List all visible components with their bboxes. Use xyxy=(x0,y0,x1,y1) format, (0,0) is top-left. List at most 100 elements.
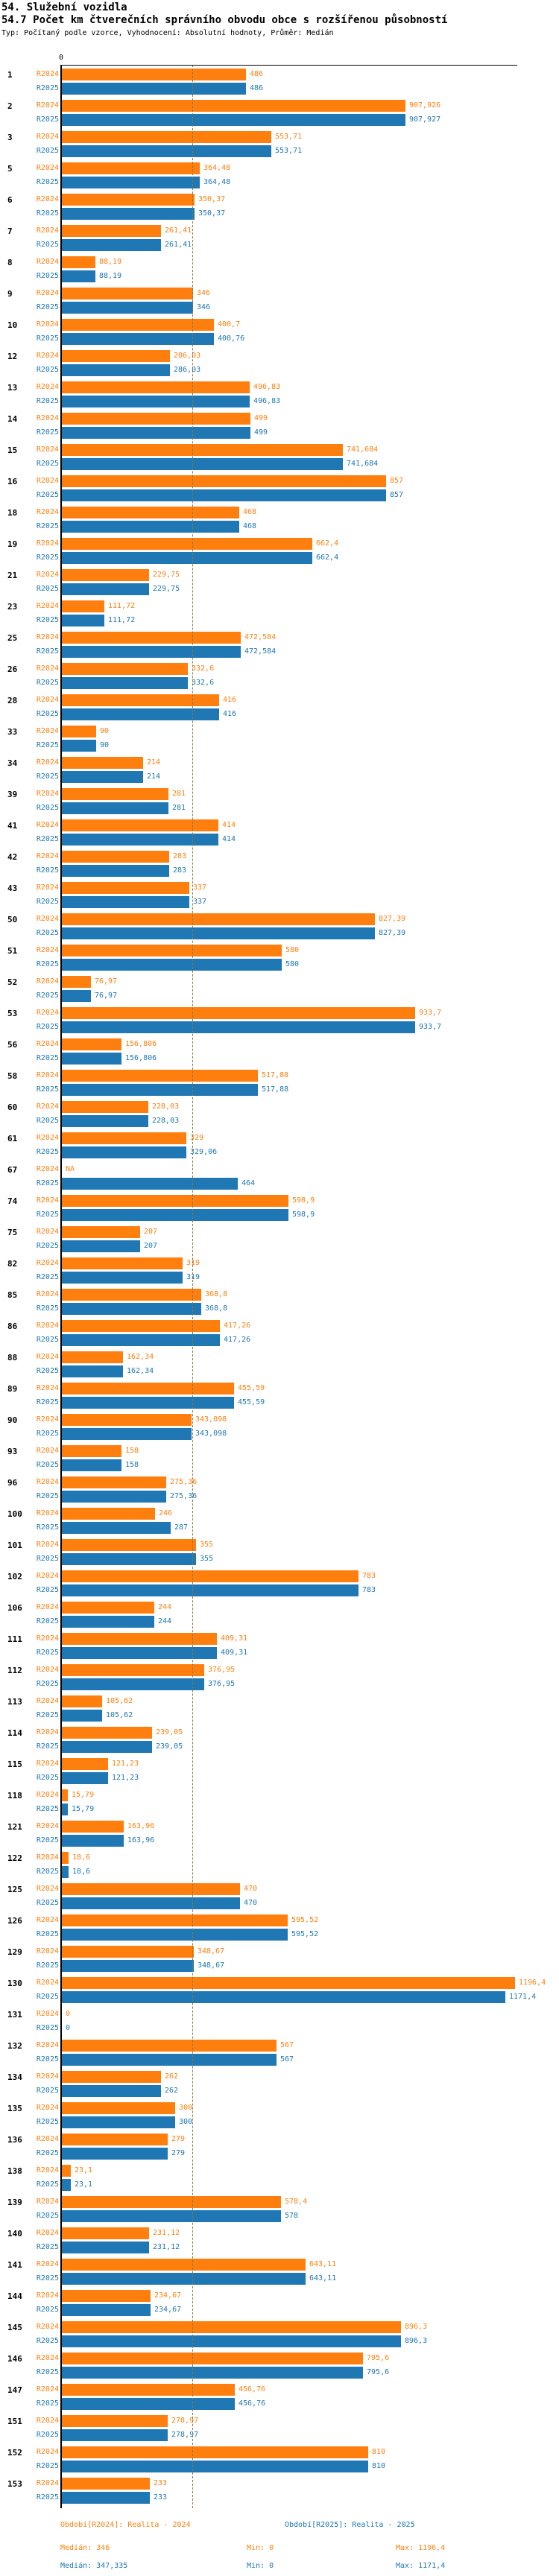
bar-group-132: 132 R2024 567 R2025 567 xyxy=(0,2040,559,2066)
bar-r2025 xyxy=(62,1146,186,1158)
series-label-r2024: R2024 xyxy=(36,2166,59,2174)
value-label-r2024: 111,72 xyxy=(108,602,136,610)
value-label-r2025: 88,19 xyxy=(99,272,122,280)
bar-r2024 xyxy=(62,1101,148,1113)
bar-r2025 xyxy=(62,1459,121,1471)
series-label-r2025: R2025 xyxy=(36,960,59,968)
bar-r2024 xyxy=(62,1351,123,1363)
bar-r2025 xyxy=(62,1991,505,2003)
value-label-r2024: 857 xyxy=(390,477,404,485)
bar-r2024 xyxy=(62,976,91,988)
value-label-r2024: 409,31 xyxy=(221,1634,248,1643)
value-label-r2024: 283 xyxy=(173,852,187,860)
value-label-r2024: 121,23 xyxy=(112,1760,139,1768)
bar-r2024 xyxy=(62,256,95,268)
series-label-r2025: R2025 xyxy=(36,1868,59,1876)
value-label-r2025: 857 xyxy=(390,491,404,499)
group-index-label: 51 xyxy=(7,946,18,956)
bar-r2024 xyxy=(62,1070,258,1082)
bar-r2025 xyxy=(62,583,149,595)
value-label-r2025: 364,48 xyxy=(203,178,231,186)
value-label-r2024: 517,88 xyxy=(262,1071,289,1079)
bar-group-56: 56 R2024 156,806 R2025 156,806 xyxy=(0,1038,559,1065)
group-index-label: 6 xyxy=(7,195,13,205)
bar-group-121: 121 R2024 163,96 R2025 163,96 xyxy=(0,1821,559,1847)
bar-r2025 xyxy=(62,1897,240,1909)
bar-group-141: 141 R2024 643,11 R2025 643,11 xyxy=(0,2259,559,2285)
series-label-r2025: R2025 xyxy=(36,2055,59,2063)
value-label-r2025: 455,59 xyxy=(238,1398,265,1406)
bar-r2025 xyxy=(62,302,193,314)
group-index-label: 12 xyxy=(7,352,18,361)
bar-r2025 xyxy=(62,2116,175,2128)
bar-r2024 xyxy=(62,194,195,206)
bar-r2025 xyxy=(62,270,95,282)
series-label-r2025: R2025 xyxy=(36,491,59,499)
group-index-label: 147 xyxy=(7,2385,22,2395)
bar-group-34: 34 R2024 214 R2025 214 xyxy=(0,757,559,783)
bar-r2024 xyxy=(62,2134,168,2145)
series-label-r2024: R2024 xyxy=(36,1415,59,1424)
bar-r2025 xyxy=(62,1240,140,1252)
bar-r2025 xyxy=(62,1303,201,1315)
group-index-label: 9 xyxy=(7,289,13,299)
legend-r2024: Období[R2024]: Realita - 2024 xyxy=(60,2521,191,2529)
series-label-r2024: R2024 xyxy=(36,2072,59,2081)
bar-r2025 xyxy=(62,1397,234,1409)
value-label-r2025: 598,9 xyxy=(292,1211,315,1219)
bar-r2024 xyxy=(62,538,312,550)
stat-max-r2025: Max: 1171,4 xyxy=(396,2562,446,2570)
value-label-r2025: 741,684 xyxy=(347,460,379,468)
bar-r2025 xyxy=(62,1084,258,1096)
series-label-r2025: R2025 xyxy=(36,1711,59,1719)
group-index-label: 88 xyxy=(7,1353,18,1362)
series-label-r2025: R2025 xyxy=(36,241,59,249)
group-index-label: 136 xyxy=(7,2135,22,2145)
bar-group-8: 8 R2024 88,19 R2025 88,19 xyxy=(0,256,559,282)
series-label-r2024: R2024 xyxy=(36,2041,59,2049)
series-label-r2024: R2024 xyxy=(36,2291,59,2300)
value-label-r2024: 15,79 xyxy=(72,1791,95,1799)
bar-group-90: 90 R2024 343,098 R2025 343,098 xyxy=(0,1414,559,1440)
series-label-r2025: R2025 xyxy=(36,209,59,218)
series-label-r2024: R2024 xyxy=(36,2417,59,2425)
series-label-r2025: R2025 xyxy=(36,2431,59,2439)
series-label-r2024: R2024 xyxy=(36,1040,59,1048)
series-label-r2025: R2025 xyxy=(36,366,59,374)
bar-r2024 xyxy=(62,2259,306,2271)
bar-group-89: 89 R2024 455,59 R2025 455,59 xyxy=(0,1383,559,1409)
series-label-r2024: R2024 xyxy=(36,696,59,704)
bar-r2025 xyxy=(62,145,271,157)
bar-group-18: 18 R2024 468 R2025 468 xyxy=(0,507,559,533)
bar-r2024 xyxy=(62,1226,140,1238)
group-index-label: 146 xyxy=(7,2354,22,2364)
series-label-r2025: R2025 xyxy=(36,647,59,656)
group-index-label: 50 xyxy=(7,915,18,924)
group-index-label: 113 xyxy=(7,1697,22,1707)
value-label-r2025: 162,34 xyxy=(127,1367,154,1375)
bar-r2024 xyxy=(62,1789,68,1801)
bar-group-41: 41 R2024 414 R2025 414 xyxy=(0,819,559,846)
series-label-r2024: R2024 xyxy=(36,1760,59,1768)
bar-group-61: 61 R2024 329 R2025 329,06 xyxy=(0,1132,559,1158)
group-index-label: 53 xyxy=(7,1009,18,1018)
group-index-label: 106 xyxy=(7,1603,22,1613)
value-label-r2024: 158 xyxy=(125,1447,139,1455)
series-label-r2025: R2025 xyxy=(36,835,59,843)
stat-median-r2025: Medián: 347,335 xyxy=(60,2562,128,2570)
value-label-r2024: 0 xyxy=(66,2010,71,2018)
bar-r2025 xyxy=(62,2461,368,2472)
bar-r2025 xyxy=(62,1929,288,1941)
group-index-label: 10 xyxy=(7,320,18,330)
series-label-r2025: R2025 xyxy=(36,1805,59,1813)
value-label-r2024: 933,7 xyxy=(419,1009,442,1017)
value-label-r2024: 741,684 xyxy=(347,445,379,454)
bar-group-112: 112 R2024 376,95 R2025 376,95 xyxy=(0,1664,559,1690)
bar-r2025 xyxy=(62,2304,151,2316)
stat-median-r2024: Medián: 346 xyxy=(60,2544,110,2552)
bar-r2024 xyxy=(62,381,250,393)
bar-r2024 xyxy=(62,2353,363,2364)
value-label-r2025: 163,96 xyxy=(127,1836,155,1844)
value-label-r2024: 278,97 xyxy=(171,2417,199,2425)
bar-r2025 xyxy=(62,239,161,251)
